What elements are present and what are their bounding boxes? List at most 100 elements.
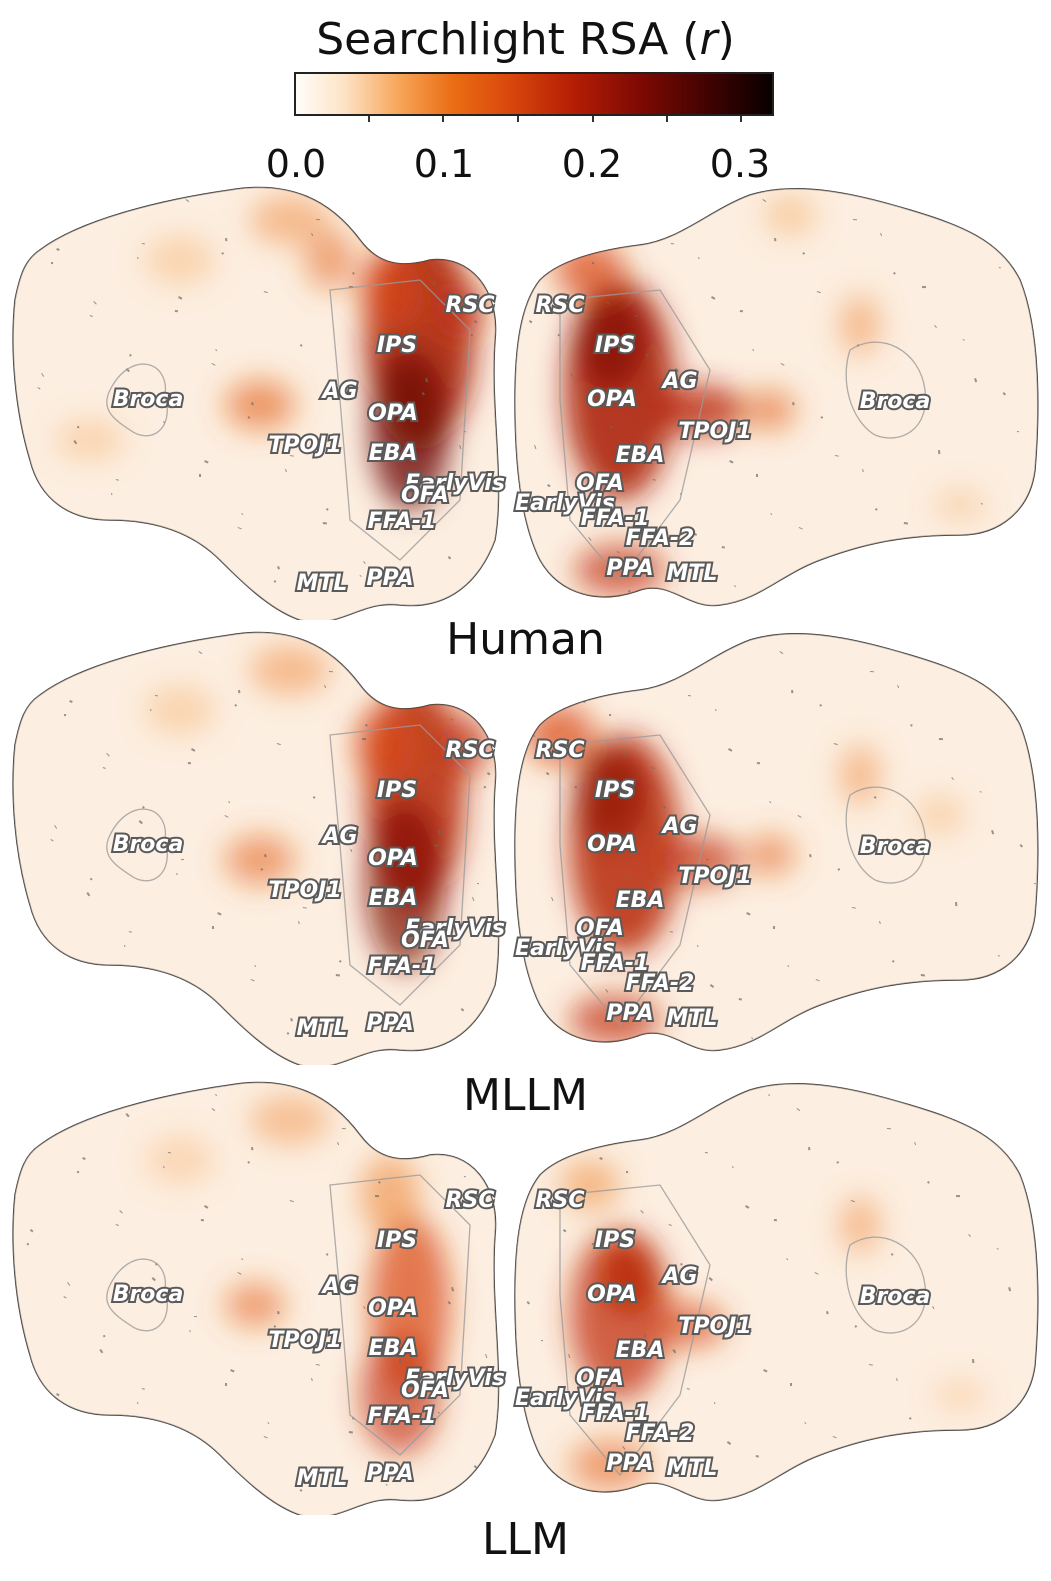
roi-label-left: EBA: [369, 1336, 418, 1361]
roi-label-left: OPA: [368, 401, 418, 426]
roi-label-left: IPS: [377, 1228, 417, 1253]
activation-blob: [935, 490, 985, 520]
roi-label-left: MTL: [297, 1466, 348, 1491]
activation-blob: [145, 1135, 215, 1185]
roi-label-right: FFA-2: [626, 1421, 695, 1446]
activation-blob: [360, 1155, 420, 1235]
panel-caption-human: Human: [446, 614, 605, 665]
roi-label-left: OFA: [401, 483, 449, 508]
roi-label-left: AG: [320, 379, 357, 404]
activation-blob: [435, 280, 485, 340]
roi-label-left: RSC: [446, 738, 495, 763]
activation-blob: [655, 1303, 725, 1347]
roi-label-right: Broca: [860, 834, 931, 859]
activation-blob: [745, 390, 795, 430]
activation-blob: [745, 835, 795, 875]
roi-label-right: Broca: [860, 1284, 931, 1309]
panel-caption-llm: LLM: [482, 1514, 569, 1565]
roi-label-left: OPA: [368, 846, 418, 871]
roi-label-left: TPOJ1: [268, 1328, 341, 1353]
activation-blob: [55, 420, 125, 460]
activation-blob: [225, 835, 295, 885]
roi-label-right: FFA-2: [626, 526, 695, 551]
roi-label-right: PPA: [606, 1451, 653, 1476]
roi-label-right: IPS: [595, 333, 635, 358]
figure-title: Searchlight RSA (r): [316, 14, 735, 65]
roi-label-right: EarlyVis: [515, 936, 615, 961]
panel-caption-mllm: MLLM: [463, 1070, 588, 1121]
roi-label-right: FFA-1: [581, 506, 650, 531]
roi-label-left: Broca: [113, 832, 184, 857]
roi-label-left: EarlyVis: [405, 1366, 505, 1391]
roi-label-left: OFA: [401, 928, 449, 953]
roi-label-left: OPA: [368, 1296, 418, 1321]
activation-blob: [600, 1235, 660, 1315]
colorbar-tick: [666, 116, 668, 122]
activation-blob: [840, 745, 880, 805]
roi-label-left: RSC: [446, 1188, 495, 1213]
activation-blob: [575, 545, 665, 595]
roi-label-left: TPOJ1: [268, 433, 341, 458]
activation-blob: [655, 385, 745, 435]
roi-label-left: AG: [320, 824, 357, 849]
roi-label-right: Broca: [860, 389, 931, 414]
activation-blob: [250, 645, 330, 695]
activation-blob: [560, 1160, 620, 1210]
roi-label-right: TPOJ1: [678, 1314, 751, 1339]
activation-blob: [575, 745, 645, 845]
roi-label-right: EBA: [616, 1338, 665, 1363]
roi-label-right: MTL: [667, 1456, 718, 1481]
activation-blob: [355, 705, 415, 785]
roi-label-right: AG: [660, 369, 697, 394]
activation-blob: [250, 1095, 330, 1145]
roi-label-right: OFA: [576, 1366, 624, 1391]
roi-label-left: AG: [320, 1274, 357, 1299]
activation-blob: [915, 795, 965, 835]
roi-label-right: RSC: [536, 293, 585, 318]
roi-label-right: MTL: [667, 561, 718, 586]
roi-label-right: FFA-2: [626, 971, 695, 996]
activation-blob: [365, 800, 445, 970]
activation-blob: [250, 195, 330, 245]
roi-label-right: TPOJ1: [678, 864, 751, 889]
roi-label-left: Broca: [113, 387, 184, 412]
roi-label-right: EarlyVis: [515, 491, 615, 516]
activation-blob: [935, 1380, 985, 1410]
roi-label-right: AG: [660, 814, 697, 839]
activation-blob: [305, 230, 355, 290]
roi-label-left: MTL: [297, 1016, 348, 1041]
roi-label-left: FFA-1: [368, 954, 437, 979]
roi-label-right: TPOJ1: [678, 419, 751, 444]
activation-blob: [145, 685, 215, 735]
activation-blob: [225, 380, 295, 430]
roi-label-left: EBA: [369, 441, 418, 466]
roi-label-left: MTL: [297, 571, 348, 596]
roi-label-right: FFA-1: [581, 1401, 650, 1426]
roi-label-left: OFA: [401, 1378, 449, 1403]
roi-label-left: FFA-1: [368, 509, 437, 534]
activation-blob: [840, 295, 880, 355]
activation-blob: [575, 290, 645, 390]
colorbar-tick-label: 0.0: [265, 142, 327, 186]
roi-label-right: RSC: [536, 1188, 585, 1213]
roi-label-right: OPA: [587, 1282, 637, 1307]
roi-label-left: TPOJ1: [268, 878, 341, 903]
roi-label-right: EBA: [616, 888, 665, 913]
roi-label-left: IPS: [377, 778, 417, 803]
roi-label-left: RSC: [446, 293, 495, 318]
colorbar: [294, 72, 774, 116]
roi-label-right: PPA: [606, 1001, 653, 1026]
roi-label-right: OFA: [576, 916, 624, 941]
brain-flatmap-human: RSC IPS AG Broca OPA TPOJ1 EBA EarlyVis OFA FFA-1…: [0, 180, 1051, 620]
colorbar-tick: [442, 116, 444, 122]
roi-label-right: EBA: [616, 443, 665, 468]
colorbar-tick: [740, 116, 742, 122]
activation-blob: [440, 715, 490, 775]
colorbar-tick: [368, 116, 370, 122]
roi-label-left: Broca: [113, 1282, 184, 1307]
roi-label-left: IPS: [377, 333, 417, 358]
roi-label-right: IPS: [595, 778, 635, 803]
